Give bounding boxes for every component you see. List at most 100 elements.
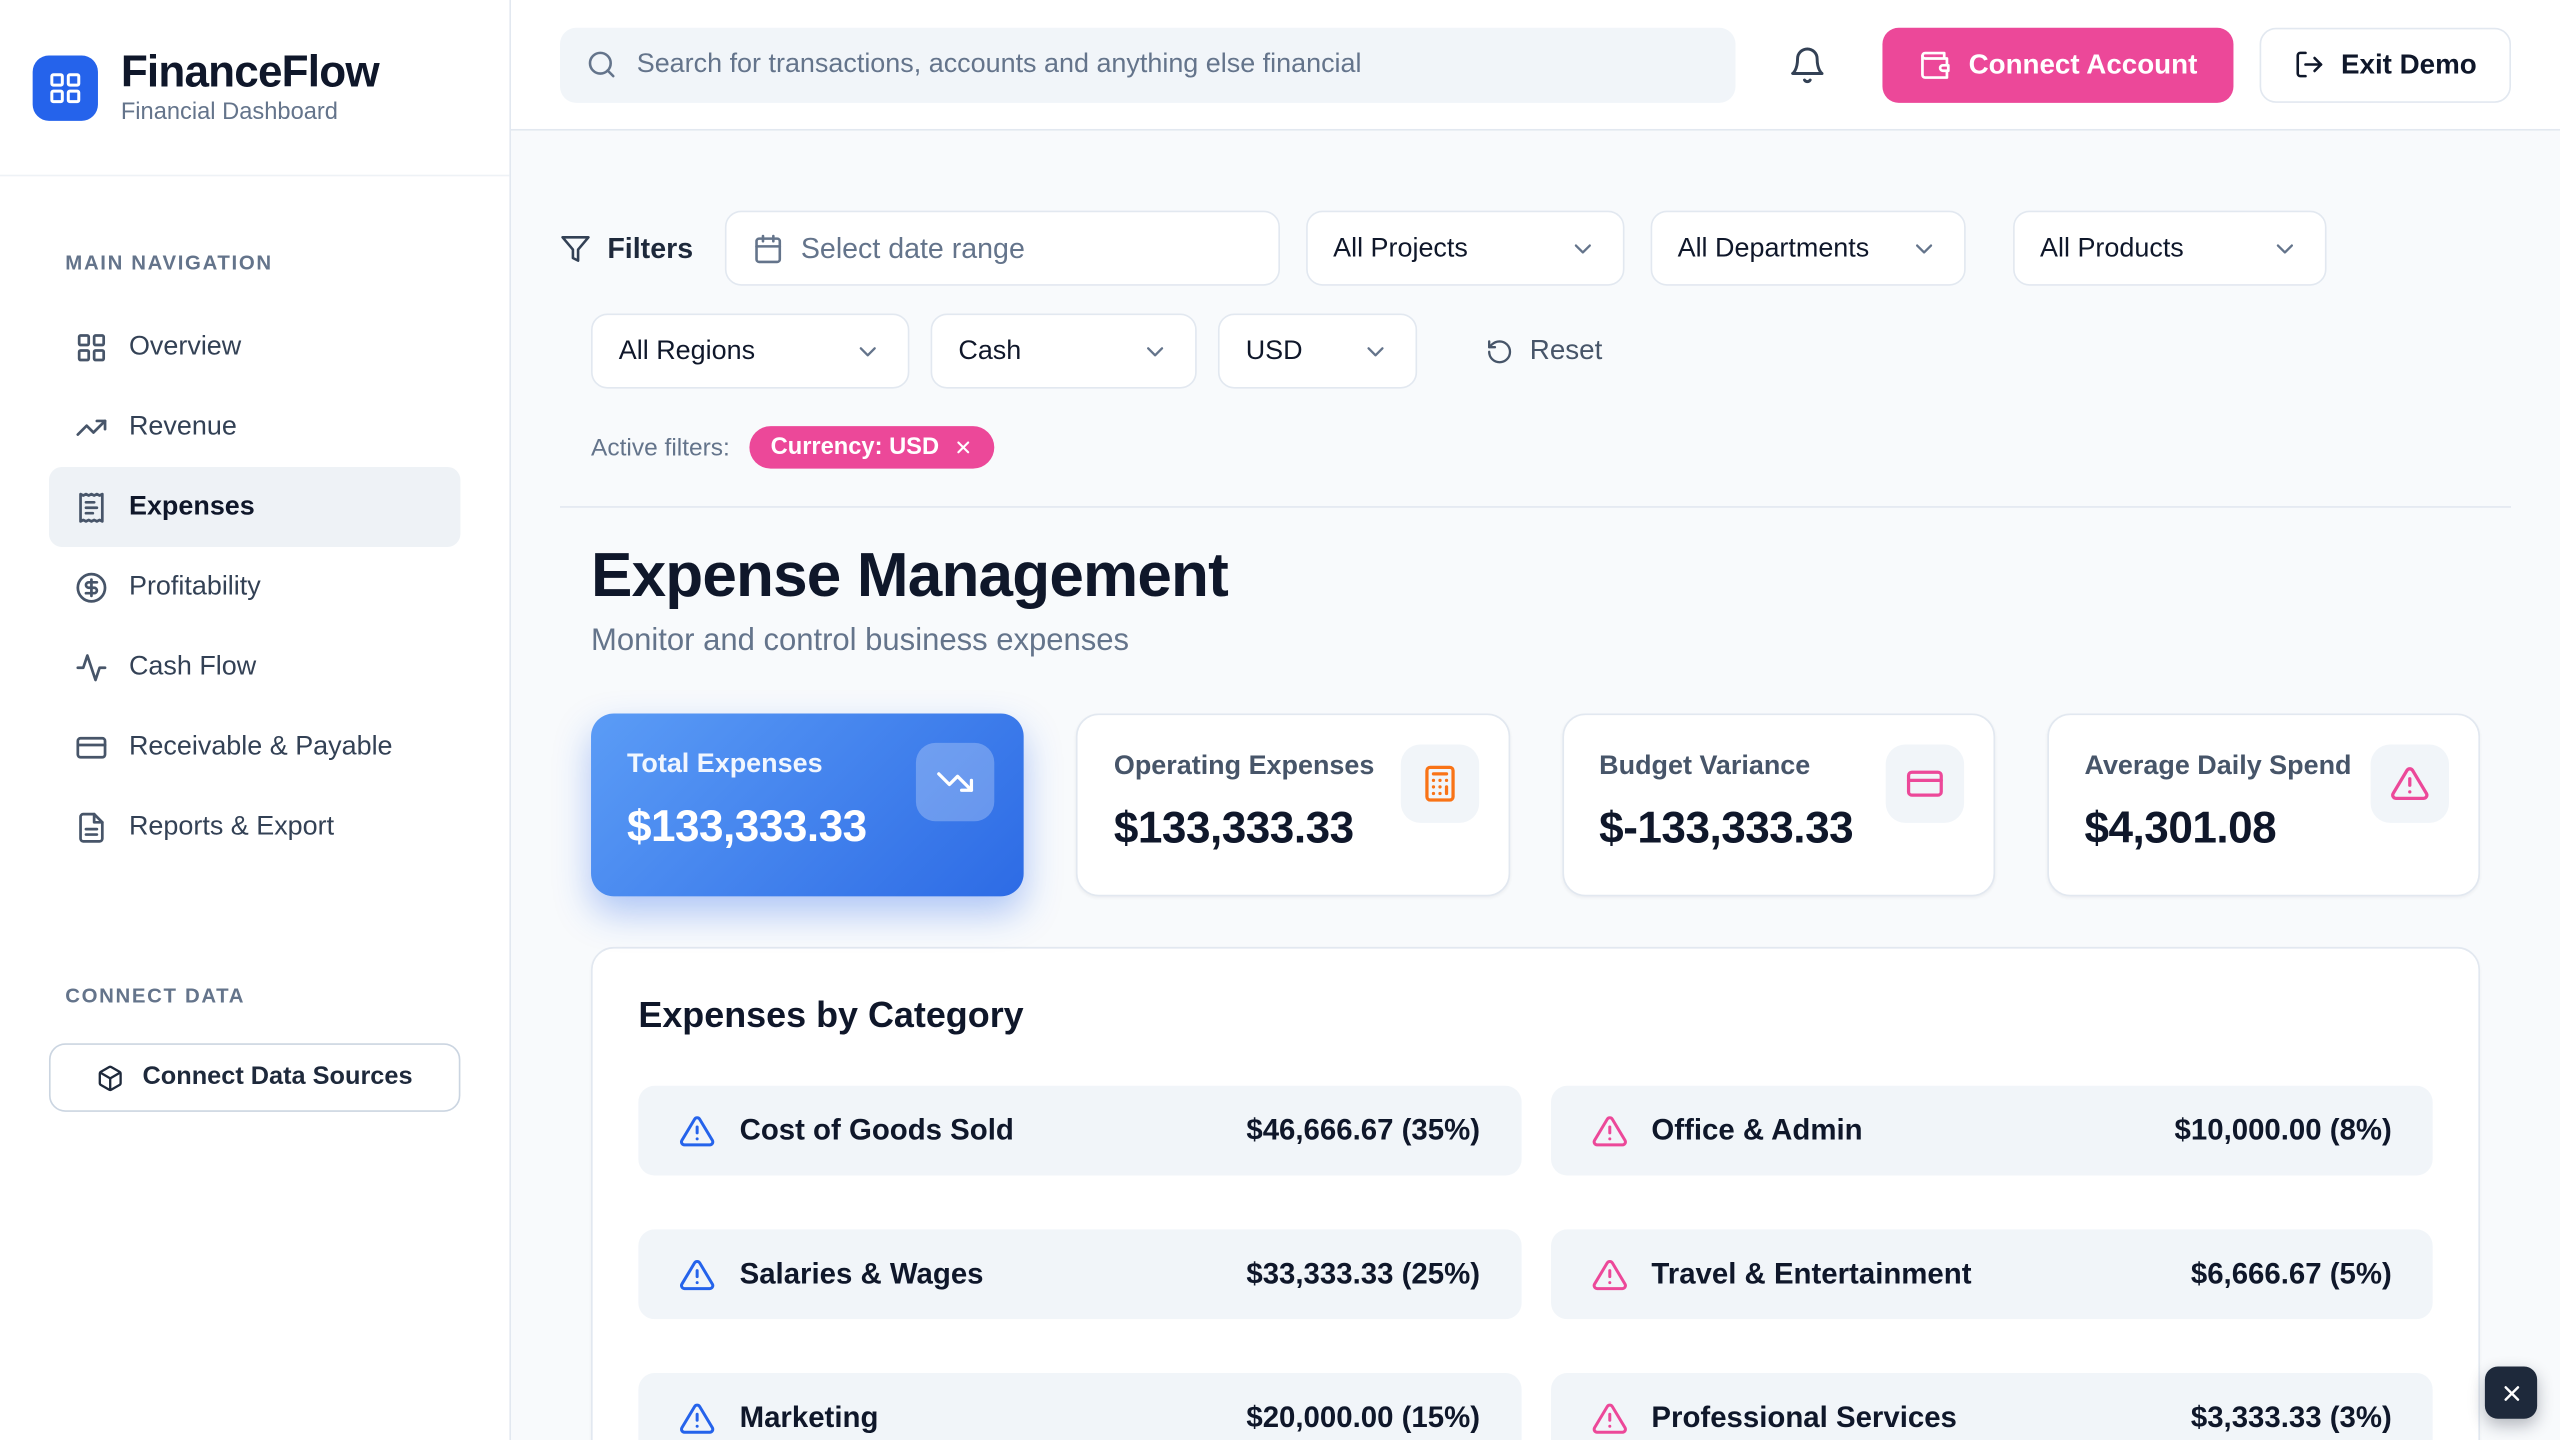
category-value: $20,000.00 (15%) bbox=[1246, 1400, 1480, 1434]
sidebar-item-label: Revenue bbox=[128, 411, 237, 442]
expenses-by-category-panel: Expenses by Category Cost of Goods Sold … bbox=[591, 946, 2480, 1440]
close-icon bbox=[2499, 1380, 2523, 1404]
filters-title: Filters bbox=[560, 231, 693, 265]
stat-card-operating-expenses: Operating Expenses $133,333.33 bbox=[1076, 713, 1510, 897]
category-grid: Cost of Goods Sold $46,666.67 (35%) Offi… bbox=[638, 1085, 2433, 1440]
filters-row-1: Filters All Projects All Departments All… bbox=[560, 210, 2511, 286]
sidebar-item-expenses[interactable]: Expenses bbox=[48, 467, 461, 548]
active-filter-chip: Currency: USD bbox=[749, 426, 995, 469]
page-content: Filters All Projects All Departments All… bbox=[511, 131, 2560, 1440]
reset-label: Reset bbox=[1529, 334, 1603, 366]
credit-card-icon bbox=[75, 731, 108, 764]
category-value: $3,333.33 (3%) bbox=[2190, 1400, 2392, 1434]
alert-triangle-icon bbox=[1591, 1256, 1627, 1292]
stat-card-budget-variance: Budget Variance $-133,333.33 bbox=[1561, 713, 1995, 897]
trending-up-icon bbox=[75, 411, 108, 444]
sidebar-item-profitability[interactable]: Profitability bbox=[49, 547, 460, 627]
exit-demo-label: Exit Demo bbox=[2340, 48, 2477, 80]
search-box[interactable] bbox=[559, 26, 1736, 103]
sidebar-nav: Overview Revenue Expenses Profitability … bbox=[0, 307, 509, 867]
stat-card-average-daily-spend: Average Daily Spend $4,301.08 bbox=[2046, 713, 2480, 897]
file-text-icon bbox=[75, 811, 108, 844]
logout-icon bbox=[2294, 49, 2325, 80]
rotate-ccw-icon bbox=[1486, 337, 1514, 365]
brand-logo-icon bbox=[32, 54, 98, 121]
page-subtitle: Monitor and control business expenses bbox=[591, 623, 1130, 658]
currency-dropdown-value: USD bbox=[1245, 335, 1303, 365]
currency-dropdown[interactable]: USD bbox=[1217, 313, 1418, 389]
trending-down-icon bbox=[916, 742, 995, 822]
stat-label: Average Daily Spend bbox=[2084, 751, 2352, 781]
active-filters-row: Active filters: Currency: USD bbox=[560, 426, 2511, 469]
exit-demo-button[interactable]: Exit Demo bbox=[2259, 26, 2512, 103]
stat-card-total-expenses: Total Expenses $133,333.33 bbox=[591, 713, 1025, 897]
category-name: Professional Services bbox=[1651, 1400, 1957, 1434]
search-icon bbox=[586, 49, 617, 80]
date-range-picker[interactable] bbox=[724, 210, 1280, 286]
topbar: Connect Account Exit Demo bbox=[511, 0, 2560, 131]
credit-card-icon bbox=[1885, 744, 1964, 823]
calculator-icon bbox=[1399, 744, 1479, 823]
products-dropdown[interactable]: All Products bbox=[2012, 210, 2326, 286]
connect-section-label: CONNECT DATA bbox=[65, 985, 246, 1008]
sidebar-item-receivable-payable[interactable]: Receivable & Payable bbox=[49, 707, 460, 787]
receipt-icon bbox=[75, 491, 108, 524]
chip-remove-icon[interactable] bbox=[954, 438, 974, 458]
sidebar-item-reports-export[interactable]: Reports & Export bbox=[49, 787, 460, 867]
chevron-down-icon bbox=[1141, 337, 1169, 365]
brand-text: FinanceFlow Financial Dashboard bbox=[120, 48, 380, 127]
regions-dropdown[interactable]: All Regions bbox=[591, 313, 910, 389]
expenses-by-category-title: Expenses by Category bbox=[638, 994, 1024, 1036]
sidebar-item-revenue[interactable]: Revenue bbox=[49, 387, 460, 467]
date-range-input[interactable] bbox=[800, 231, 1252, 266]
alert-triangle-icon bbox=[679, 1113, 715, 1149]
chevron-down-icon bbox=[1568, 234, 1596, 262]
category-name: Cost of Goods Sold bbox=[739, 1113, 1014, 1147]
stat-label: Budget Variance bbox=[1599, 751, 1811, 781]
dollar-circle-icon bbox=[75, 571, 108, 604]
regions-dropdown-value: All Regions bbox=[618, 335, 756, 365]
sidebar-item-label: Cash Flow bbox=[128, 651, 257, 682]
alert-triangle-icon bbox=[1591, 1113, 1627, 1149]
sidebar-item-label: Overview bbox=[128, 331, 242, 362]
category-row-office-admin: Office & Admin $10,000.00 (8%) bbox=[1550, 1085, 2433, 1176]
sidebar: FinanceFlow Financial Dashboard MAIN NAV… bbox=[0, 0, 512, 1440]
category-row-cost-of-goods-sold: Cost of Goods Sold $46,666.67 (35%) bbox=[638, 1085, 1521, 1176]
sidebar-item-cash-flow[interactable]: Cash Flow bbox=[49, 627, 460, 707]
category-name: Salaries & Wages bbox=[739, 1257, 984, 1290]
departments-dropdown-value: All Departments bbox=[1677, 232, 1870, 263]
stat-label: Operating Expenses bbox=[1113, 751, 1375, 781]
cube-icon bbox=[97, 1064, 125, 1092]
departments-dropdown[interactable]: All Departments bbox=[1649, 210, 1965, 286]
category-name: Travel & Entertainment bbox=[1651, 1257, 1972, 1290]
layout-grid-icon bbox=[75, 331, 108, 364]
filters-title-label: Filters bbox=[607, 231, 694, 264]
connect-account-button[interactable]: Connect Account bbox=[1882, 26, 2234, 103]
category-name: Office & Admin bbox=[1651, 1113, 1863, 1147]
main-column: Connect Account Exit Demo Filters bbox=[511, 0, 2560, 1440]
search-input[interactable] bbox=[636, 48, 1710, 80]
activity-icon bbox=[75, 651, 108, 684]
filters-row-2: All Regions Cash USD Reset bbox=[560, 313, 2511, 389]
reset-filters-button[interactable]: Reset bbox=[1486, 334, 1603, 368]
calendar-icon bbox=[752, 233, 783, 264]
chevron-down-icon bbox=[1362, 337, 1390, 365]
chevron-down-icon bbox=[2270, 234, 2298, 262]
projects-dropdown[interactable]: All Projects bbox=[1305, 210, 1624, 286]
sidebar-item-label: Expenses bbox=[128, 491, 255, 522]
stat-value: $133,333.33 bbox=[1113, 803, 1354, 853]
active-filters-label: Active filters: bbox=[591, 433, 730, 462]
payment-method-dropdown[interactable]: Cash bbox=[930, 313, 1197, 389]
alert-triangle-icon bbox=[1591, 1400, 1627, 1436]
alert-triangle-icon bbox=[679, 1400, 715, 1436]
sidebar-item-overview[interactable]: Overview bbox=[49, 307, 460, 387]
nav-section-label: MAIN NAVIGATION bbox=[65, 251, 273, 275]
payment-method-dropdown-value: Cash bbox=[958, 335, 1022, 365]
page-title: Expense Management bbox=[591, 542, 1229, 611]
brand-tagline: Financial Dashboard bbox=[120, 100, 338, 127]
close-button[interactable] bbox=[2484, 1366, 2538, 1419]
category-value: $33,333.33 (25%) bbox=[1246, 1257, 1480, 1290]
connect-account-label: Connect Account bbox=[1968, 48, 2198, 80]
connect-data-sources-button[interactable]: Connect Data Sources bbox=[48, 1043, 461, 1113]
notification-bell-icon[interactable] bbox=[1787, 45, 1826, 84]
